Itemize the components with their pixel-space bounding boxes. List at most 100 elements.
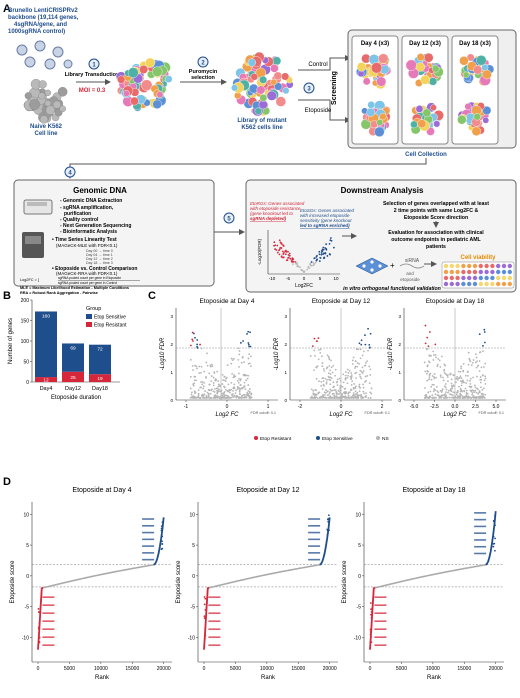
volcano-point	[350, 397, 353, 399]
x-axis-label: Etoposide duration	[51, 395, 101, 401]
rank-point-resistant	[370, 613, 372, 616]
volcano-point	[237, 381, 240, 384]
cell	[266, 90, 277, 101]
volcano-point	[478, 351, 481, 354]
volcano-point	[225, 394, 227, 397]
evaluation-text: Evaluation for association with clinical…	[388, 230, 484, 250]
volcano-point	[351, 394, 354, 397]
volcano-point	[196, 343, 199, 346]
volcano-point	[459, 370, 462, 373]
volcano-point	[216, 392, 218, 395]
cell	[122, 90, 130, 97]
volcano-point	[425, 395, 427, 397]
volcano-point	[427, 345, 430, 348]
volcano-point	[475, 353, 477, 356]
volcano-point	[336, 397, 339, 399]
volcano-point	[434, 354, 437, 356]
plate-well	[455, 263, 460, 269]
volcano-point	[326, 390, 329, 393]
genomic-dna-box	[13, 179, 215, 287]
evaluation-line: Evaluation for association with clinical	[388, 230, 484, 236]
volcano-point	[206, 352, 208, 355]
mini-volcano-point	[315, 256, 318, 258]
volcano-point	[338, 396, 341, 399]
volcano-point	[320, 355, 323, 358]
volcano-point	[477, 364, 480, 367]
selection-line: Selection of genes overlapped with at le…	[383, 201, 489, 207]
volcano-point	[424, 370, 427, 373]
volcano-point	[245, 394, 248, 396]
cell	[273, 71, 283, 81]
volcano-point	[223, 394, 226, 397]
plate-well	[461, 275, 466, 281]
volcano-point	[472, 389, 475, 392]
volcano-point	[478, 370, 481, 372]
volcano-point	[346, 368, 349, 371]
plate-well	[507, 269, 512, 275]
volcano-point	[368, 365, 371, 368]
volcano-point	[370, 387, 373, 390]
volcano-point	[360, 393, 363, 396]
mle-definition: MLE = Maximum Likelihood Estimation - Mu…	[20, 286, 129, 290]
volcano-point	[478, 360, 481, 362]
volcano-point	[311, 345, 314, 348]
etoposide-label: Etoposide	[305, 108, 332, 114]
gene-label-mark-resistant	[42, 596, 55, 598]
volcano-point	[334, 389, 337, 391]
volcano-point	[429, 395, 431, 398]
legend-title: Group	[86, 306, 101, 312]
volcano-point	[467, 374, 469, 377]
plate-well	[449, 269, 454, 275]
plate-well	[484, 275, 489, 281]
mini-volcano-point	[273, 244, 275, 247]
mini-volcano-point	[322, 246, 325, 249]
volcano-point	[436, 394, 439, 397]
volcano-point	[212, 384, 215, 387]
bar-sensitive	[35, 311, 57, 378]
etosgs-line: led to sgRNA enriched)	[300, 223, 350, 228]
volcano-point	[484, 362, 487, 365]
plate-well	[467, 263, 472, 269]
cell	[482, 117, 490, 124]
rank-point-sensitive	[492, 545, 495, 548]
volcano-point	[431, 394, 434, 397]
volcano-point	[351, 363, 354, 365]
volcano-point	[474, 389, 477, 392]
volcano-point	[452, 384, 455, 387]
volcano-point	[467, 351, 470, 354]
comparison-sub: (MAGeCK-RRA with FDR<0.1)	[56, 271, 118, 276]
volcano-point	[322, 368, 325, 370]
volcano-point	[329, 383, 332, 386]
volcano-point	[369, 391, 372, 394]
volcano-point	[210, 380, 213, 383]
volcano-point	[437, 391, 440, 394]
volcano-point	[221, 392, 223, 395]
volcano-point	[348, 391, 351, 394]
mini-volcano-point	[322, 253, 325, 256]
gene-label-mark-resistant	[208, 620, 221, 622]
mini-volcano-point	[280, 247, 283, 249]
volcano-point	[329, 388, 332, 391]
volcano-point	[482, 374, 484, 376]
volcano-point	[477, 388, 479, 391]
volcano-point	[473, 391, 476, 394]
volcano-point	[212, 376, 215, 379]
volcano-point	[200, 371, 202, 374]
mini-volcano-point	[324, 251, 327, 254]
volcano-point	[207, 389, 210, 391]
volcano-point	[249, 345, 252, 348]
mini-volcano-point	[284, 253, 287, 256]
volcano-point	[472, 359, 475, 361]
control-label: Control	[308, 62, 327, 68]
cell	[59, 105, 66, 113]
volcano-point	[460, 365, 463, 368]
volcano-point	[475, 397, 478, 399]
volcano-point	[368, 346, 371, 349]
volcano-point	[231, 373, 233, 375]
volcano-point	[443, 363, 446, 366]
volcano-point	[358, 373, 361, 376]
rank-point-sensitive	[160, 529, 163, 532]
volcano-point	[358, 363, 360, 365]
plate-well	[449, 263, 454, 269]
volcano-point	[238, 390, 241, 393]
